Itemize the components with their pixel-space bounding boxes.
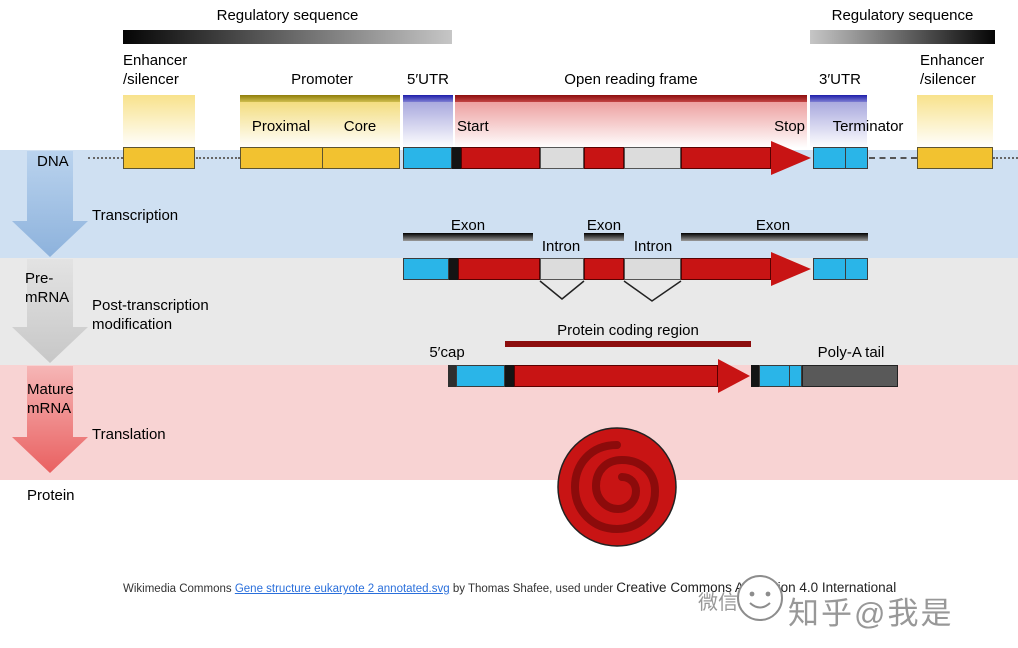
intron2-label: Intron — [633, 238, 673, 255]
dna-start-codon — [452, 147, 461, 169]
coding-region-bar — [505, 341, 751, 347]
exon2-bracket — [584, 233, 624, 241]
promoter-gradient — [240, 102, 400, 148]
utr3-gradient — [810, 102, 867, 148]
utr3-bar — [810, 95, 867, 102]
polya-label: Poly-A tail — [817, 344, 885, 361]
mature-utr3-box — [759, 365, 802, 387]
attribution-prefix: Wikimedia Commons — [123, 583, 235, 595]
exon3-label: Exon — [755, 217, 791, 234]
dna-line-mid — [196, 157, 240, 159]
enhancer-right-line2: /silencer — [920, 71, 976, 88]
dna-line-end — [993, 157, 1018, 159]
regulatory-right-label: Regulatory sequence — [831, 7, 974, 24]
premrna-intron1 — [540, 258, 584, 280]
premrna-line1: Pre- — [25, 270, 54, 287]
exon1-label: Exon — [450, 217, 486, 234]
orf-label: Open reading frame — [564, 71, 698, 88]
dna-exon2 — [584, 147, 624, 169]
protein-label: Protein — [27, 487, 75, 504]
premrna-terminator-box — [845, 258, 868, 280]
dna-promoter-box — [240, 147, 400, 169]
exon1-bracket — [403, 233, 533, 241]
dna-terminator-box — [845, 147, 868, 169]
exon2-label: Exon — [586, 217, 622, 234]
mature-line1: Mature — [27, 381, 74, 398]
mature-row-label: Mature mRNA — [27, 380, 74, 418]
terminator-label: Terminator — [832, 118, 904, 135]
orf-gradient — [455, 102, 807, 148]
attribution: Wikimedia Commons Gene structure eukaryo… — [123, 580, 896, 595]
dna-enhancer-right-box — [917, 147, 993, 169]
promoter-bar — [240, 95, 400, 102]
premrna-start-codon — [449, 258, 458, 280]
enhancer-right-gradient — [917, 95, 993, 148]
dna-utr3-box — [813, 147, 846, 169]
utr5-label: 5′UTR — [407, 71, 449, 88]
enhancer-left-gradient — [123, 95, 195, 148]
premrna-exon2 — [584, 258, 624, 280]
enhancer-left-line1: Enhancer — [123, 52, 188, 69]
modification-line1: Post-transcription — [92, 297, 209, 314]
utr5-bar — [403, 95, 453, 102]
mature-utr5-box — [456, 365, 505, 387]
dna-intron2 — [624, 147, 681, 169]
modification-line2: modification — [92, 316, 173, 333]
dna-arrowhead — [771, 141, 811, 175]
enhancer-left-label: Enhancer /silencer — [123, 51, 187, 89]
dna-line-right — [869, 157, 917, 159]
watermark-face-icon — [737, 575, 783, 621]
regulatory-left-label: Regulatory sequence — [216, 7, 359, 24]
mature-start-codon — [505, 365, 514, 387]
attribution-middle: by Thomas Shafee, used under — [449, 583, 617, 595]
core-label: Core — [343, 118, 377, 135]
regulatory-left-bar — [123, 30, 452, 44]
premrna-utr3-box — [813, 258, 846, 280]
modification-label: Post-transcription modification — [92, 296, 209, 334]
orf-bar — [455, 95, 807, 102]
intron1-label: Intron — [541, 238, 581, 255]
enhancer-left-line2: /silencer — [123, 71, 179, 88]
dna-exon1 — [461, 147, 540, 169]
utr3-divider — [789, 366, 790, 386]
watermark-large-text: 知乎@我是 — [788, 596, 954, 631]
premrna-utr5-box — [403, 258, 449, 280]
watermark-small-text: 微信 — [698, 592, 738, 614]
dna-exon3 — [681, 147, 771, 169]
enhancer-right-label: Enhancer /silencer — [920, 51, 984, 89]
promoter-label: Promoter — [291, 71, 353, 88]
mature-arrowhead — [718, 359, 750, 393]
utr3-label: 3′UTR — [819, 71, 861, 88]
mature-cds-body — [514, 365, 718, 387]
polya-tail-box — [802, 365, 898, 387]
premrna-line2: mRNA — [25, 289, 70, 306]
utr5-gradient — [403, 102, 453, 148]
transcription-label: Transcription — [92, 207, 179, 224]
start-label: Start — [457, 118, 489, 135]
translation-label: Translation — [92, 426, 166, 443]
dna-row-label: DNA — [37, 153, 69, 170]
mature-line2: mRNA — [27, 400, 72, 417]
premrna-exon3 — [681, 258, 771, 280]
premrna-intron2 — [624, 258, 681, 280]
dna-utr5-box — [403, 147, 452, 169]
mature-cap-box — [448, 365, 456, 387]
proximal-label: Proximal — [251, 118, 311, 135]
attribution-link[interactable]: Gene structure eukaryote 2 annotated.svg — [234, 583, 450, 595]
premrna-arrowhead — [771, 252, 811, 286]
stop-label: Stop — [774, 118, 805, 135]
mature-stop-codon — [751, 365, 759, 387]
cap-label: 5′cap — [429, 344, 465, 361]
coding-region-label: Protein coding region — [557, 322, 699, 339]
promoter-divider — [322, 148, 323, 168]
enhancer-right-line1: Enhancer — [920, 52, 985, 69]
premrna-exon1 — [458, 258, 540, 280]
dna-enhancer-left-box — [123, 147, 195, 169]
exon3-bracket — [681, 233, 868, 241]
premrna-row-label: Pre- mRNA — [25, 269, 69, 307]
regulatory-right-bar — [810, 30, 995, 44]
dna-intron1 — [540, 147, 584, 169]
dna-line-left — [88, 157, 123, 159]
